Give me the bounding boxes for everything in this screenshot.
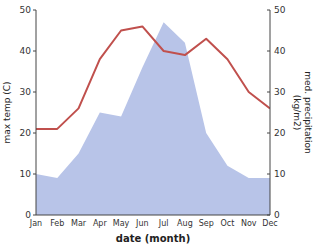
y-tick-label: 50 <box>20 5 32 15</box>
y-tick <box>33 174 36 175</box>
y2-tick <box>267 215 270 216</box>
x-tick-label: Sep <box>199 219 214 228</box>
y2-axis-title-line: (kg/m2) <box>292 95 302 130</box>
y2-tick <box>267 133 270 134</box>
y-tick-label: 10 <box>20 169 32 179</box>
y2-tick-label: 50 <box>274 5 286 15</box>
temperature-line <box>36 26 270 128</box>
y-tick <box>33 133 36 134</box>
plot-area <box>36 22 270 215</box>
y-tick-label: 40 <box>20 46 32 56</box>
y2-axis-title: med. precipitation(kg/m2) <box>292 71 313 153</box>
y2-tick <box>267 10 270 11</box>
x-tick-label: Mar <box>71 219 87 228</box>
x-axis-title: date (month) <box>116 233 190 244</box>
y-tick <box>33 10 36 11</box>
chart: 0102030405001020304050JanFebMarAprMayJun… <box>0 0 318 247</box>
y2-tick <box>267 51 270 52</box>
y2-tick-label: 10 <box>274 169 286 179</box>
x-tick-label: Feb <box>50 219 64 228</box>
y2-axis-title-line: med. precipitation <box>303 71 313 153</box>
y-axis-line <box>36 10 37 215</box>
x-tick-label: Nov <box>241 219 257 228</box>
precipitation-area <box>36 22 270 215</box>
y2-tick <box>267 92 270 93</box>
y-tick <box>33 92 36 93</box>
y2-tick <box>267 174 270 175</box>
x-tick-label: Oct <box>221 219 235 228</box>
x-tick-label: Apr <box>93 219 108 228</box>
x-tick-label: Jul <box>158 219 169 228</box>
x-tick-label: Jun <box>135 219 149 228</box>
x-tick-label: Aug <box>177 219 193 228</box>
y-tick-label: 20 <box>20 128 32 138</box>
x-tick-label: May <box>113 219 130 228</box>
y2-axis-line <box>270 10 271 215</box>
y-tick-label: 30 <box>20 87 32 97</box>
y2-tick-label: 40 <box>274 46 286 56</box>
x-tick-label: Jan <box>29 219 42 228</box>
y2-tick-label: 20 <box>274 128 286 138</box>
y-axis-title: max temp (C) <box>2 81 12 143</box>
y-tick <box>33 51 36 52</box>
y-tick <box>33 215 36 216</box>
x-axis-line <box>36 215 270 216</box>
y2-tick-label: 30 <box>274 87 286 97</box>
x-tick-label: Dec <box>262 219 277 228</box>
